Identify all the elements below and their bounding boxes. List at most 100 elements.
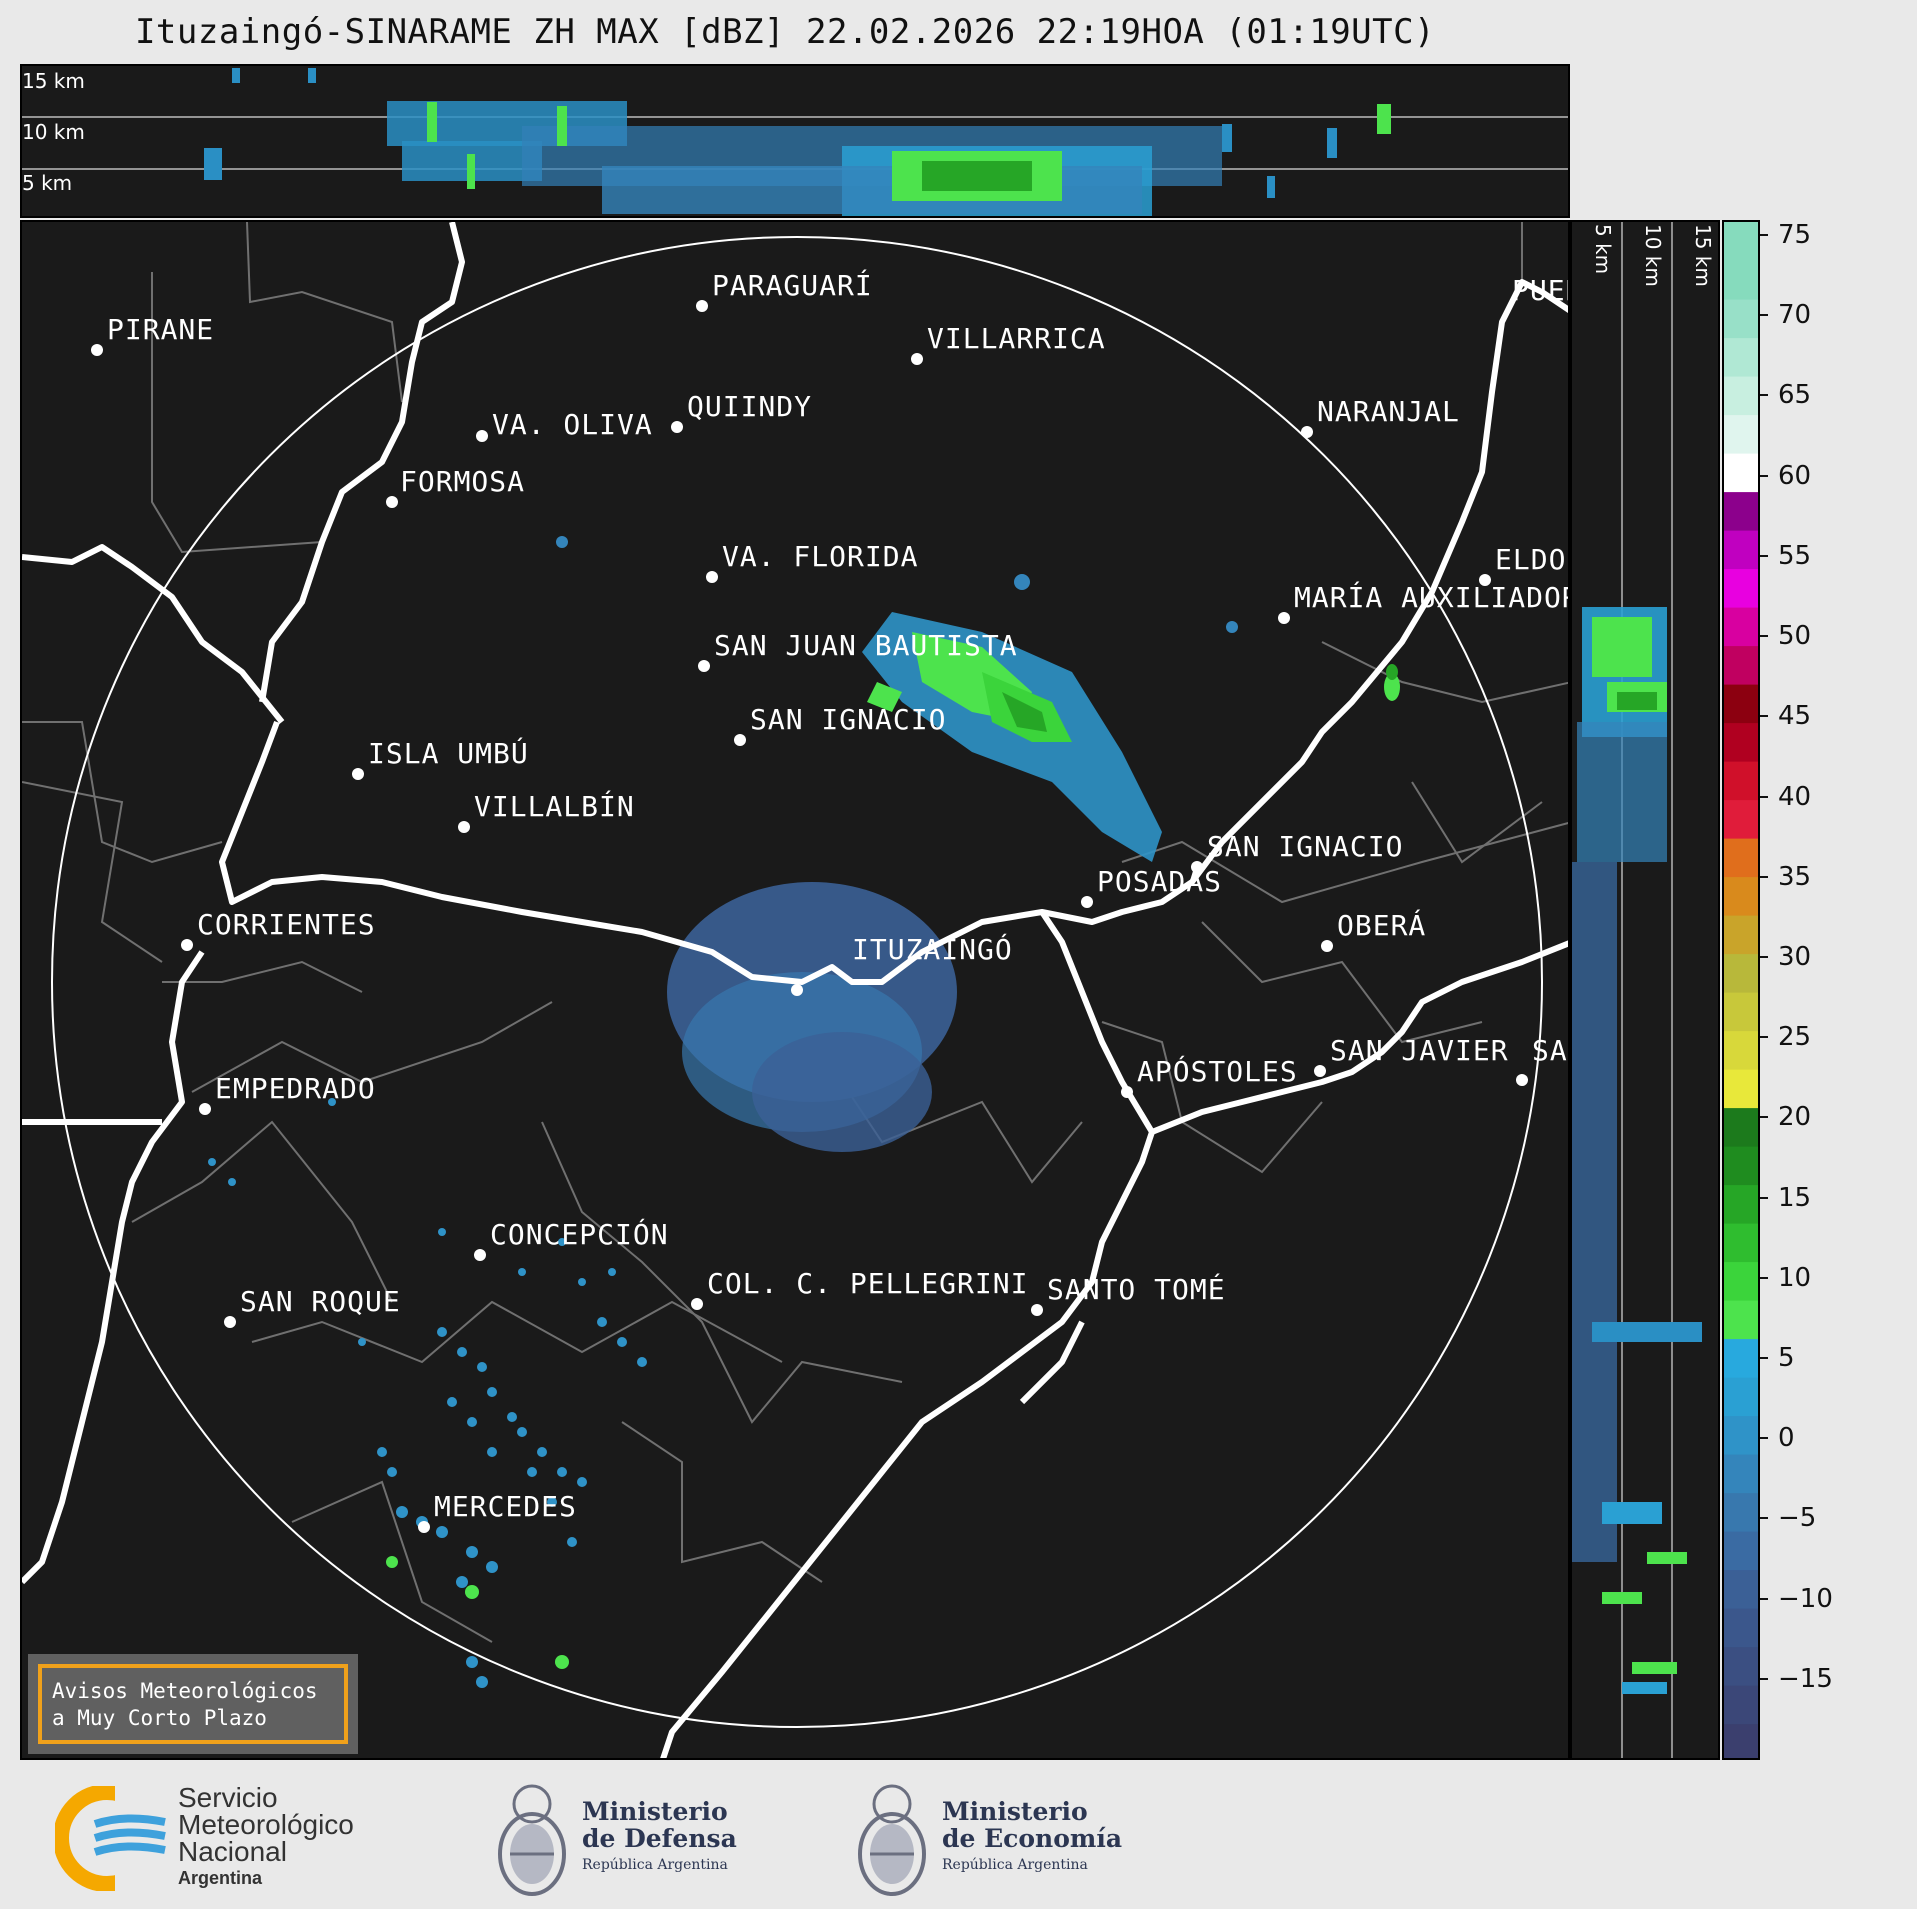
colorbar-swatch [1724,1146,1758,1186]
city-labels: PIRANE PARAGUARÍ VILLARRICA QUIINDY VA. … [107,268,1570,1523]
avisos-line1: Avisos Meteorológicos [52,1679,318,1703]
defensa-line1: Ministerio [582,1797,728,1826]
city-label-formosa: FORMOSA [400,465,525,498]
city-label-san-roque: SAN ROQUE [240,1285,401,1318]
city-label-concepcion: CONCEPCIÓN [490,1217,669,1251]
top-echo-bands [204,68,1391,216]
colorbar-swatches [1724,222,1758,1758]
colorbar-swatch [1724,568,1758,608]
city-label-puerto: PUERTO [1512,274,1570,307]
colorbar-swatch [1724,684,1758,724]
top-altitude-label-10km: 10 km [22,120,85,144]
colorbar-swatch [1724,1723,1758,1758]
colorbar-tick-label: 40 [1760,782,1811,812]
colorbar-tick-label: −15 [1760,1664,1833,1694]
right-echo-bands [1572,607,1702,1694]
smn-logo-icon [55,1785,170,1891]
city-label-san-ignacio-ar: SAN IGNACIO [1207,830,1403,863]
smn-line1: Servicio [178,1782,278,1813]
colorbar-swatch [1724,953,1758,993]
colorbar-swatch [1724,1646,1758,1686]
colorbar-swatch [1724,530,1758,570]
economia-line1: Ministerio [942,1797,1088,1826]
colorbar-tick-label: −5 [1760,1503,1816,1533]
colorbar-tick-label: 35 [1760,862,1811,892]
defensa-line2: de Defensa [582,1824,737,1853]
city-label-san-javier: SAN JAVIER [1330,1034,1509,1067]
colorbar-swatch [1724,1223,1758,1263]
top-altitude-label-15km: 15 km [22,69,85,93]
colorbar-swatch [1724,992,1758,1032]
colorbar-swatch [1724,1261,1758,1301]
dbz-colorbar [1722,220,1760,1760]
city-label-apostoles: APÓSTOLES [1137,1054,1298,1088]
colorbar-swatch [1724,1415,1758,1455]
colorbar-swatch [1724,1338,1758,1378]
avisos-banner[interactable]: Avisos Meteorológicos a Muy Corto Plazo [28,1654,358,1754]
colorbar-swatch [1724,491,1758,531]
colorbar-swatch [1724,453,1758,493]
colorbar-tick-label: 65 [1760,380,1811,410]
colorbar-tick-label: 25 [1760,1022,1811,1052]
colorbar-tick-label: 70 [1760,300,1811,330]
colorbar-tick-label: 10 [1760,1263,1811,1293]
top-altitude-label-5km: 5 km [22,171,72,195]
colorbar-swatch [1724,915,1758,955]
city-label-villalbin: VILLALBÍN [474,789,635,823]
map-title: Ituzaingó-SINARAME ZH MAX [dBZ] 22.02.20… [134,12,1436,52]
colorbar-swatch [1724,1184,1758,1224]
city-label-paraguari: PARAGUARÍ [712,268,873,302]
colorbar-tick-label: 30 [1760,942,1811,972]
city-label-san-ignacio-py: SAN IGNACIO [750,703,946,736]
city-label-quiindy: QUIINDY [687,390,812,423]
smn-line4: Argentina [178,1868,263,1888]
city-label-obera: OBERÁ [1337,908,1426,942]
colorbar-tick-label: 50 [1760,621,1811,651]
colorbar-tick-label: −10 [1760,1584,1833,1614]
city-label-san-juan-bautista: SAN JUAN BAUTISTA [714,629,1018,662]
city-label-va-florida: VA. FLORIDA [722,540,918,573]
escudo-icon [498,1784,566,1896]
smn-logo: Servicio Meteorológico Nacional Argentin… [55,1784,354,1892]
colorbar-ticks: 75 70 65 60 55 50 45 40 35 30 25 20 15 10 5 0 −5 −10 −15 [1760,220,1900,1760]
colorbar-swatch [1724,1454,1758,1494]
colorbar-swatch [1724,222,1758,262]
city-label-naranjal: NARANJAL [1317,395,1460,428]
economia-line3: República Argentina [942,1857,1088,1873]
colorbar-tick-label: 60 [1760,461,1811,491]
colorbar-tick-label: 15 [1760,1183,1811,1213]
city-label-col-c-pellegrini: COL. C. PELLEGRINI [707,1267,1028,1300]
colorbar-swatch [1724,376,1758,416]
defensa-line3: República Argentina [582,1857,728,1873]
smn-line2: Meteorológico [178,1809,354,1840]
city-markers [91,300,1528,1533]
colorbar-swatch [1724,645,1758,685]
city-label-mercedes: MERCEDES [434,1490,577,1523]
colorbar-swatch [1724,260,1758,300]
colorbar-swatch [1724,337,1758,377]
colorbar-tick-label: 0 [1760,1423,1795,1453]
colorbar-swatch [1724,799,1758,839]
avisos-line2: a Muy Corto Plazo [52,1706,267,1730]
avisos-box[interactable]: Avisos Meteorológicos a Muy Corto Plazo [38,1664,348,1744]
city-label-posadas: POSADAS [1097,865,1222,898]
colorbar-tick-label: 45 [1760,701,1811,731]
city-label-eldorado: ELDORADO [1495,543,1570,576]
colorbar-tick-label: 75 [1760,220,1811,250]
city-label-pirane: PIRANE [107,313,214,346]
colorbar-tick-label: 20 [1760,1102,1811,1132]
colorbar-swatch [1724,1569,1758,1609]
city-label-santo-tome: SANTO TOMÉ [1047,1272,1226,1306]
top-cross-section-panel: 15 km 10 km 5 km [20,64,1570,218]
radar-map[interactable]: PIRANE PARAGUARÍ VILLARRICA QUIINDY VA. … [20,220,1570,1760]
city-label-san: SAN [1532,1034,1570,1067]
colorbar-swatch [1724,299,1758,339]
economia-line2: de Economía [942,1824,1123,1853]
city-label-villarrica: VILLARRICA [927,322,1106,355]
city-label-ituzaingo: ITUZAINGÓ [852,932,1013,966]
colorbar-swatch [1724,1030,1758,1070]
colorbar-swatch [1724,1107,1758,1147]
right-altitude-label-10km: 10 km [1641,224,1665,287]
city-label-isla-umbu: ISLA UMBÚ [368,736,529,770]
economia-logo: Ministerio de Economía República Argenti… [855,1776,1122,1901]
